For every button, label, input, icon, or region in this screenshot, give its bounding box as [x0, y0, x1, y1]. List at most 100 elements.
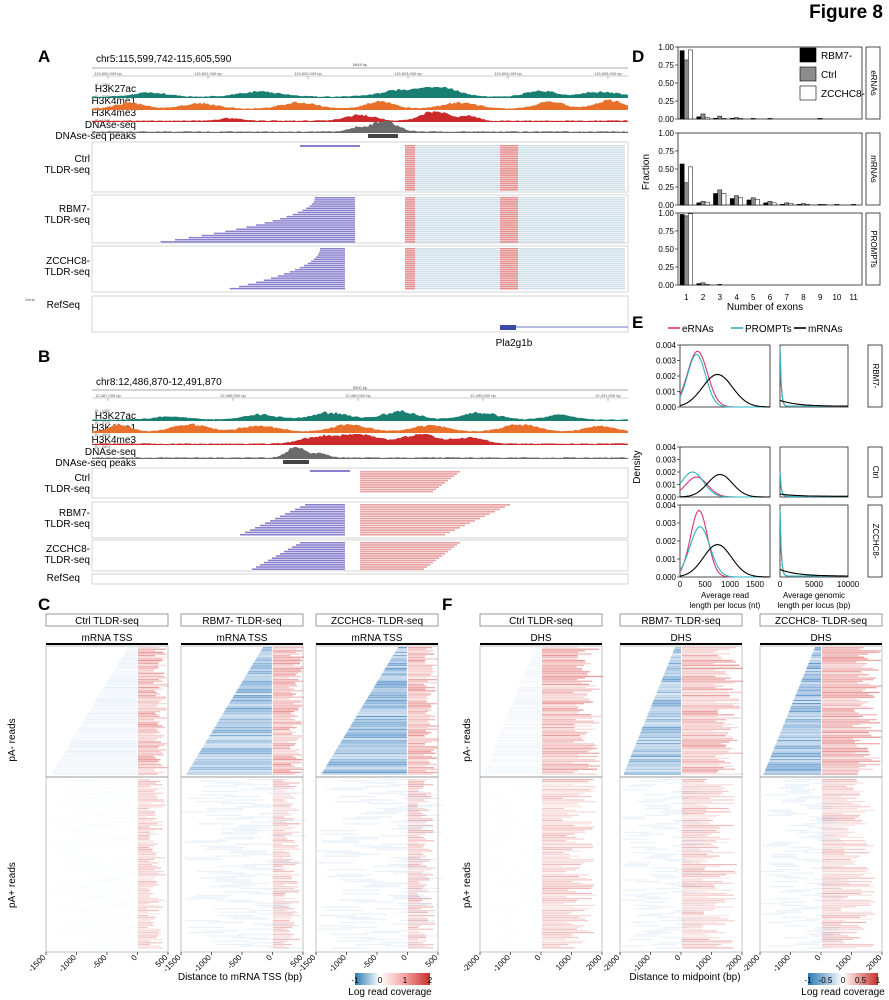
a-ruler-tick-label: 115,605,000 bp: [594, 71, 622, 76]
c-heat-heat-row: [137, 814, 156, 816]
c-heat-heat-row: [249, 669, 272, 671]
a-ruler-tick-label: 115,602,000 bp: [294, 71, 322, 76]
f-heat-heat-row: [822, 690, 863, 692]
f-heat-heat-row: [682, 755, 716, 758]
f-heat-heat-row: [542, 703, 584, 705]
read: [264, 222, 355, 224]
read: [500, 172, 518, 174]
c-heat-heat-row: [272, 773, 296, 775]
f-heat-heat-row: [525, 669, 541, 671]
c-heat-heat-row: [224, 711, 272, 713]
f-heat-heat-row: [542, 717, 593, 719]
c-heat-heat-row: [272, 703, 294, 705]
e-right-xlabel: Average genomic: [783, 591, 845, 600]
c-heat-heat-row: [272, 648, 297, 650]
f-heat-heat-row: [542, 909, 585, 912]
c-heat-heat-row: [407, 759, 429, 761]
f-heat-heat-row: [634, 747, 681, 750]
f-cbticks-label: 0.5: [855, 976, 867, 985]
c-heat-heat-row: [272, 872, 291, 874]
c-heat-heat-row: [73, 736, 137, 738]
f-heat-heat-row: [542, 707, 578, 710]
f-heat-heat-row: [542, 869, 577, 871]
read: [405, 172, 415, 174]
c-heat-heat-row: [53, 934, 89, 935]
c-heat-heat-row: [272, 887, 295, 889]
a-gene-exon: [500, 325, 516, 330]
f-heat-heat-row: [522, 833, 546, 834]
c-heat-heat-row: [74, 735, 137, 737]
c-heat-heat-row: [272, 714, 295, 716]
f-heat-heat-row: [682, 768, 736, 770]
f-heat-heat-row: [641, 728, 681, 730]
d-xtick-label: 11: [849, 293, 858, 302]
c-heat-heat-row: [407, 717, 430, 719]
c-colorbar-ticks: -1 0 1 2: [351, 976, 432, 985]
f-heat-heat-row: [682, 901, 726, 903]
c-heat-heat-row: [404, 814, 442, 816]
f-heat-heat-row: [801, 679, 821, 681]
c-heat-heat-row: [137, 667, 158, 670]
c-heat-heat-row: [272, 911, 298, 913]
f-heat-heat-row: [682, 790, 729, 793]
c-heat-heat-row: [407, 735, 425, 737]
c-heat-heat-row: [407, 680, 429, 682]
d-bar-eRNAs-RBM7-: [713, 118, 718, 120]
f-heat-heat-row: [770, 755, 821, 758]
f-heat-heat-row: [542, 720, 594, 722]
f-heat-heat-row: [542, 899, 578, 901]
f-heat-heat-row: [822, 782, 865, 784]
c-heat-heat-row: [242, 680, 272, 682]
c-heat-heat-row: [67, 813, 103, 814]
c-heat-heat-row: [407, 736, 426, 738]
c-heat-heat-row: [321, 833, 358, 835]
read: [360, 484, 442, 486]
f-heat-heat-row: [682, 804, 703, 806]
f-cbticks-label: 1: [876, 976, 881, 985]
c-heat-heat-row: [272, 940, 289, 942]
c-heat-heat-row: [246, 674, 272, 676]
c-heat-heat-row: [406, 804, 443, 806]
f-heat-heat-row: [487, 941, 511, 942]
f-heat-heat-row: [542, 667, 583, 670]
f-heat-heat-row: [637, 739, 681, 742]
f-heat-heat-row: [542, 799, 585, 801]
f-row-label-0: pA- reads: [462, 718, 473, 761]
c-heat-heat-row: [272, 736, 303, 738]
c-heat-heat-row: [407, 663, 427, 665]
read: [500, 215, 518, 218]
read: [201, 234, 355, 237]
f-heat-heat-row: [682, 915, 729, 917]
c-heat-heat-row: [373, 687, 407, 689]
f-heat-heat-row: [822, 703, 865, 705]
f-heat-heat-row: [814, 647, 821, 649]
c-cbticks-label: -1: [351, 976, 359, 985]
f-heat-heat-row: [786, 889, 811, 891]
f-heat-heat-row: [680, 840, 705, 842]
c-heat-heat-row: [83, 878, 119, 879]
f-heat-heat-row: [807, 664, 821, 666]
read: [360, 510, 495, 513]
f-heat-heat-row: [492, 828, 516, 829]
c-heat-heat-row: [127, 849, 163, 850]
c-heat-heat-row: [207, 807, 244, 810]
c-heat-heat-row: [407, 695, 430, 697]
f-heat-heat-row: [515, 789, 539, 790]
f-heat-heat-row: [485, 905, 509, 906]
c-heat-heat-row: [194, 760, 272, 762]
c-heat-heat-row: [343, 736, 407, 738]
c-heat-heat-row: [137, 843, 158, 845]
f-heat-heat-row: [542, 809, 576, 811]
c-heat-heat-row: [407, 828, 421, 830]
c-heat-heat-row: [407, 818, 434, 820]
read: [405, 260, 415, 263]
f-heat-heat-row: [682, 855, 720, 857]
f-heat-heat-row: [822, 933, 841, 935]
c-heat-heat-row: [91, 707, 137, 710]
f-heat-heat-row: [682, 932, 726, 934]
f-heat-heat-row: [777, 911, 802, 913]
c-heat-heat-row: [355, 717, 407, 719]
f-heat-heat-row: [788, 712, 821, 714]
c-heat-heat-row: [321, 906, 359, 908]
